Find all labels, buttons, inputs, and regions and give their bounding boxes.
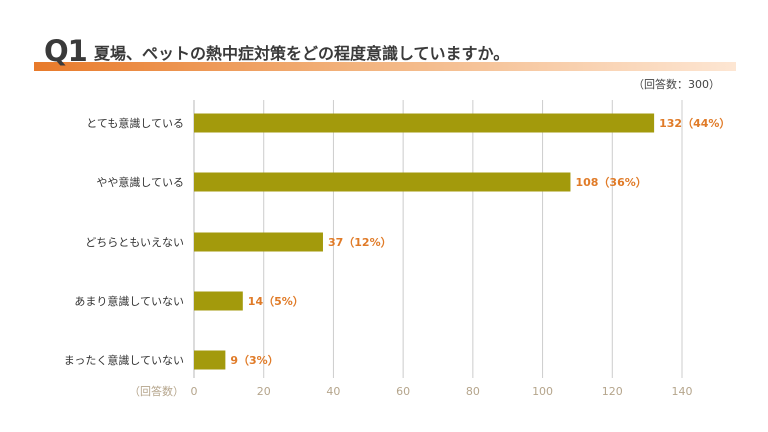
- bar: [194, 350, 226, 370]
- x-tick-label: 40: [326, 385, 340, 398]
- category-label: とても意識している: [86, 116, 184, 130]
- value-label: 9（3%）: [230, 354, 278, 367]
- bar: [194, 113, 655, 133]
- value-label: 14（5%）: [248, 295, 304, 308]
- question-text: 夏場、ペットの熱中症対策をどの程度意識していますか。: [94, 44, 510, 63]
- title-block: Q1 夏場、ペットの熱中症対策をどの程度意識していますか。: [34, 34, 736, 72]
- category-label: やや意識している: [96, 175, 184, 189]
- category-label: どちらともいえない: [85, 236, 184, 249]
- x-tick-label: 80: [466, 385, 480, 398]
- bar: [194, 232, 323, 252]
- bar: [194, 172, 571, 192]
- x-tick-label: 20: [257, 385, 271, 398]
- value-label: 37（12%）: [328, 236, 392, 249]
- x-tick-label: 0: [191, 385, 198, 398]
- bar: [194, 291, 243, 311]
- respondents-note: （回答数：300）: [633, 78, 720, 91]
- title-underline: [34, 62, 736, 71]
- category-label: あまり意識していない: [74, 294, 184, 308]
- value-label: 132（44%）: [659, 117, 730, 130]
- category-label: まったく意識していない: [64, 353, 184, 367]
- value-label: 108（36%）: [575, 176, 646, 189]
- x-tick-label: 100: [532, 385, 553, 398]
- question-number: Q1: [44, 34, 88, 68]
- x-tick-label: 60: [396, 385, 410, 398]
- x-axis-label: （回答数）: [129, 384, 184, 398]
- x-tick-label: 120: [602, 385, 623, 398]
- x-tick-label: 140: [672, 385, 693, 398]
